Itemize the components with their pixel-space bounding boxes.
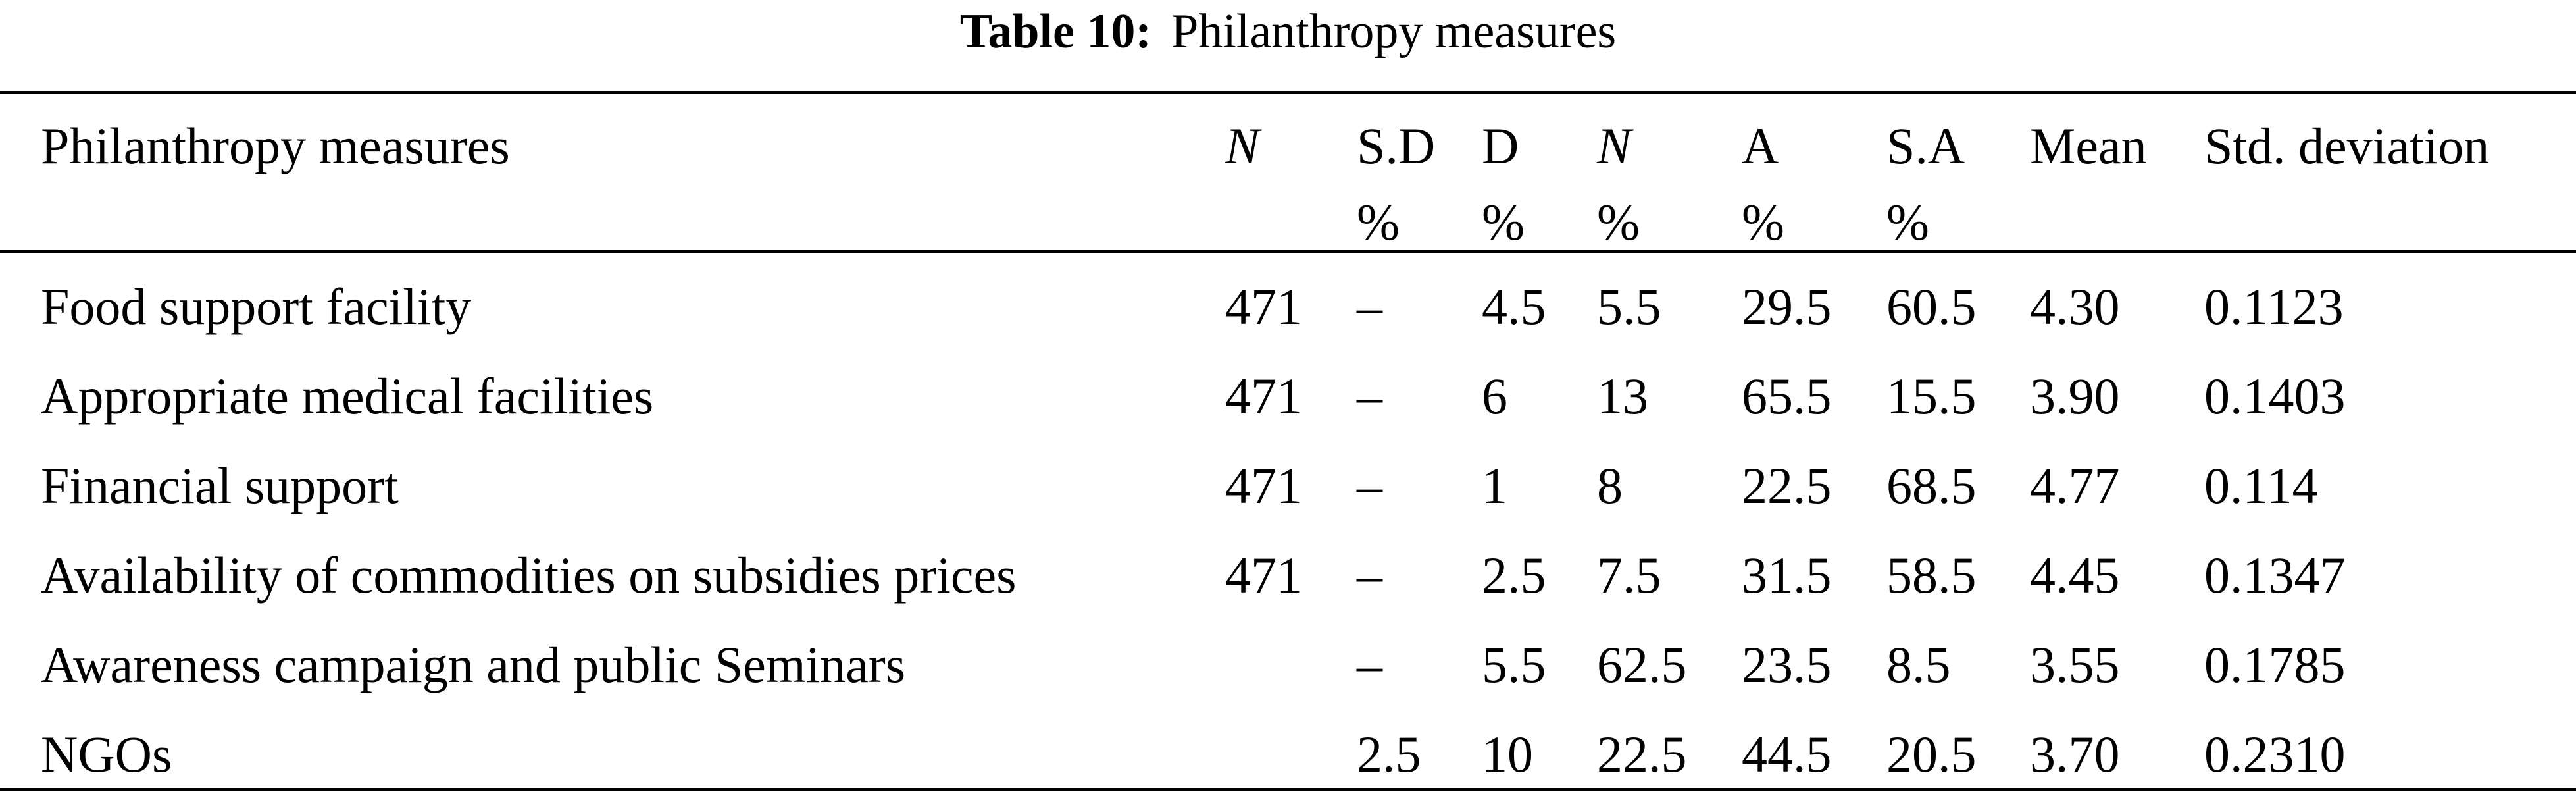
cell-mean: 4.30 [2030,278,2120,335]
cell-sd: – [1357,278,1382,335]
header-a-unit: % [1742,194,1784,251]
cell-mean: 4.45 [2030,546,2120,604]
cell-std-deviation: 0.114 [2204,457,2318,514]
cell-sa: 15.5 [1886,367,1977,425]
header-neutral-unit: % [1597,194,1640,251]
cell-d: 10 [1482,726,1533,783]
cell-d: 2.5 [1482,546,1546,604]
header-a: A [1742,117,1779,174]
header-sa-unit: % [1886,194,1929,251]
cell-d: 1 [1482,457,1507,514]
table-header-rule [0,250,2576,253]
cell-neutral: 22.5 [1597,726,1687,783]
table-top-rule [0,91,2576,94]
cell-n: 471 [1225,457,1302,514]
cell-mean: 3.55 [2030,636,2120,693]
cell-neutral: 13 [1597,367,1648,425]
cell-a: 22.5 [1742,457,1832,514]
cell-std-deviation: 0.1785 [2204,636,2346,693]
header-mean: Mean [2030,117,2147,174]
cell-n: 471 [1225,367,1302,425]
cell-mean: 3.70 [2030,726,2120,783]
cell-n: 471 [1225,546,1302,604]
header-n: N [1225,117,1260,174]
cell-neutral: 8 [1597,457,1623,514]
cell-sa: 60.5 [1886,278,1977,335]
cell-mean: 4.77 [2030,457,2120,514]
row-label: Financial support [41,457,399,514]
cell-d: 5.5 [1482,636,1546,693]
header-sa: S.A [1886,117,1965,174]
table-caption-label: Table 10: [959,5,1152,59]
cell-neutral: 7.5 [1597,546,1661,604]
cell-sa: 58.5 [1886,546,1977,604]
cell-neutral: 5.5 [1597,278,1661,335]
cell-sd: – [1357,636,1382,693]
cell-neutral: 62.5 [1597,636,1687,693]
cell-std-deviation: 0.2310 [2204,726,2346,783]
header-measure: Philanthropy measures [41,117,510,174]
cell-sa: 8.5 [1886,636,1951,693]
cell-sd: – [1357,457,1382,514]
table-caption: Table 10: Philanthropy measures [0,0,2576,63]
cell-d: 6 [1482,367,1507,425]
cell-sa: 20.5 [1886,726,1977,783]
table-caption-title: Philanthropy measures [1171,5,1617,59]
cell-sd: 2.5 [1357,726,1421,783]
row-label: Awareness campaign and public Seminars [41,636,906,693]
cell-a: 23.5 [1742,636,1832,693]
cell-a: 44.5 [1742,726,1832,783]
cell-std-deviation: 0.1347 [2204,546,2346,604]
cell-a: 29.5 [1742,278,1832,335]
cell-std-deviation: 0.1403 [2204,367,2346,425]
header-std-deviation: Std. deviation [2204,117,2490,174]
cell-a: 65.5 [1742,367,1832,425]
cell-d: 4.5 [1482,278,1546,335]
row-label: Food support facility [41,278,472,335]
header-d: D [1482,117,1519,174]
cell-sd: – [1357,367,1382,425]
cell-sa: 68.5 [1886,457,1977,514]
row-label: Appropriate medical facilities [41,367,654,425]
cell-n: 471 [1225,278,1302,335]
row-label: NGOs [41,726,172,783]
cell-sd: – [1357,546,1382,604]
header-d-unit: % [1482,194,1525,251]
cell-mean: 3.90 [2030,367,2120,425]
header-sd-unit: % [1357,194,1400,251]
cell-std-deviation: 0.1123 [2204,278,2344,335]
header-sd: S.D [1357,117,1436,174]
header-neutral: N [1597,117,1632,174]
table-bottom-rule [0,788,2576,791]
cell-a: 31.5 [1742,546,1832,604]
row-label: Availability of commodities on subsidies… [41,546,1017,604]
